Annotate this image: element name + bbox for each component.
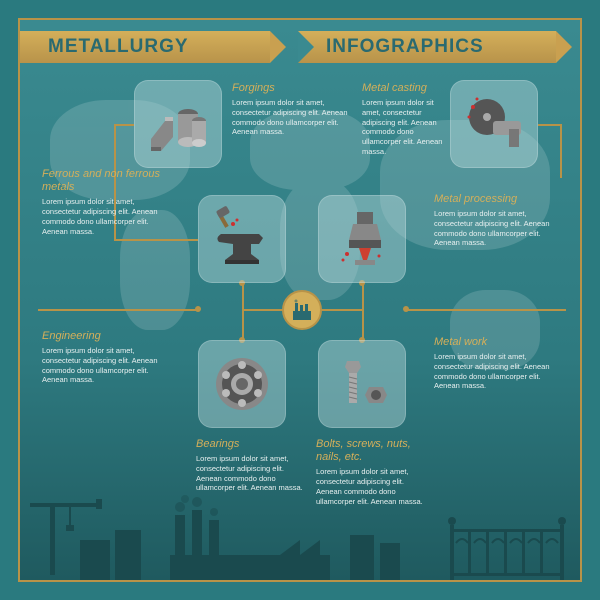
- header-banner: METALLURGY INFOGRAPHICS: [20, 28, 580, 66]
- title: Forgings: [232, 82, 350, 95]
- header-right: INFOGRAPHICS: [298, 31, 556, 63]
- grinder-icon: [459, 89, 529, 159]
- title: Metal processing: [434, 193, 564, 206]
- furnace-icon: [327, 204, 397, 274]
- beam-pipe-icon: [143, 89, 213, 159]
- header-right-text: INFOGRAPHICS: [326, 36, 484, 58]
- city-silhouette: [20, 485, 580, 580]
- header-left-text: METALLURGY: [48, 36, 189, 58]
- title: Bolts, screws, nuts, nails, etc.: [316, 438, 426, 464]
- body: Lorem ipsum dolor sit amet, consectetur …: [42, 197, 172, 236]
- text-casting: Metal casting Lorem ipsum dolor sit amet…: [362, 82, 450, 157]
- title: Metal work: [434, 336, 564, 349]
- header-left: METALLURGY: [20, 31, 270, 63]
- inner-frame: METALLURGY INFOGRAPHICS: [18, 18, 582, 582]
- tile-casting: [450, 80, 538, 168]
- tile-bearings: [198, 340, 286, 428]
- factory-icon: [289, 297, 315, 323]
- body: Lorem ipsum dolor sit amet, consectetur …: [232, 98, 350, 137]
- anvil-icon: [207, 204, 277, 274]
- tile-bolts: [318, 340, 406, 428]
- tile-anvil: [198, 195, 286, 283]
- title: Ferrous and non ferrous metals: [42, 168, 172, 194]
- center-factory-badge: [282, 290, 322, 330]
- bearing-icon: [207, 349, 277, 419]
- title: Metal casting: [362, 82, 450, 95]
- tile-forgings: [134, 80, 222, 168]
- tile-processing: [318, 195, 406, 283]
- text-forgings: Forgings Lorem ipsum dolor sit amet, con…: [232, 82, 350, 137]
- infographic-canvas: METALLURGY INFOGRAPHICS: [0, 0, 600, 600]
- title: Bearings: [196, 438, 306, 451]
- text-processing: Metal processing Lorem ipsum dolor sit a…: [434, 193, 564, 248]
- body: Lorem ipsum dolor sit amet, consectetur …: [434, 352, 564, 391]
- body: Lorem ipsum dolor sit amet, consectetur …: [362, 98, 450, 157]
- text-ferrous: Ferrous and non ferrous metals Lorem ips…: [42, 168, 172, 236]
- text-engineering: Engineering Lorem ipsum dolor sit amet, …: [42, 330, 172, 385]
- title: Engineering: [42, 330, 172, 343]
- bolt-nut-icon: [327, 349, 397, 419]
- text-metalwork: Metal work Lorem ipsum dolor sit amet, c…: [434, 336, 564, 391]
- body: Lorem ipsum dolor sit amet, consectetur …: [42, 346, 172, 385]
- body: Lorem ipsum dolor sit amet, consectetur …: [434, 209, 564, 248]
